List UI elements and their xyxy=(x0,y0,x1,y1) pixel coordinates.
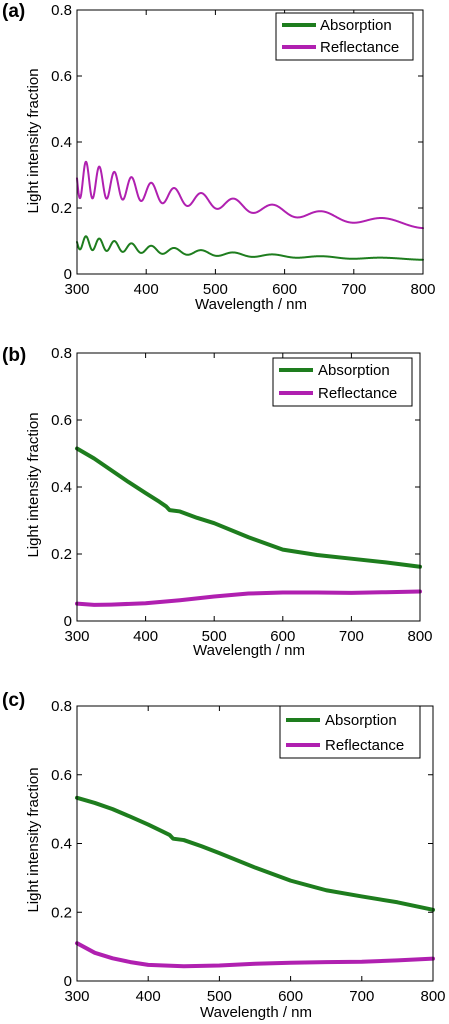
x-tick-label-400-c: 400 xyxy=(136,988,161,1005)
y-tick-label-0.2-a: 0.2 xyxy=(51,200,72,217)
legend-b: Absorption Reflectance xyxy=(272,357,413,407)
legend-a: Absorption Reflectance xyxy=(275,12,414,61)
x-tick-label-300-b: 300 xyxy=(64,628,89,645)
x-tick-label-500-a: 500 xyxy=(203,281,228,298)
x-tick-label-700-c: 700 xyxy=(349,988,374,1005)
y-tick-label-0.4-c: 0.4 xyxy=(51,836,72,853)
y-tick-label-0.8-a: 0.8 xyxy=(51,2,72,19)
x-tick-label-700-b: 700 xyxy=(339,628,364,645)
y-tick-label-0.8-b: 0.8 xyxy=(51,345,72,362)
x-tick-label-300-a: 300 xyxy=(64,281,89,298)
plot-area-c: 300 400 500 600 700 800 0 0.2 0.4 0.6 0.8 xyxy=(51,698,445,1005)
x-tick-label-300-c: 300 xyxy=(64,988,89,1005)
plot-area-a: 300 400 500 600 700 800 0 0.2 0.4 0.6 0.8 xyxy=(51,2,435,298)
x-tick-label-400-a: 400 xyxy=(134,281,159,298)
panel-b: (b) Light intensity fraction Wavelength … xyxy=(2,345,433,659)
y-axis-label-c: Light intensity fraction xyxy=(25,767,42,912)
y-tick-label-0.6-c: 0.6 xyxy=(51,767,72,784)
y-axis-label-a: Light intensity fraction xyxy=(25,68,42,213)
x-axis-label-a: Wavelength / nm xyxy=(195,296,307,313)
y-tick-label-0.2-b: 0.2 xyxy=(51,546,72,563)
legend-label-reflectance-c: Reflectance xyxy=(325,737,404,754)
series-line-reflectance-a xyxy=(76,160,424,230)
panel-label-c: (c) xyxy=(2,690,25,711)
x-tick-label-600-c: 600 xyxy=(278,988,303,1005)
x-tick-label-400-b: 400 xyxy=(133,628,158,645)
y-tick-label-0.4-b: 0.4 xyxy=(51,479,72,496)
x-tick-label-600-b: 600 xyxy=(270,628,295,645)
series-line-reflectance-b xyxy=(75,589,422,607)
series-line-absorption-b xyxy=(75,446,422,569)
series-line-reflectance-c xyxy=(75,941,435,969)
panel-label-b: (b) xyxy=(2,345,26,366)
x-tick-label-500-b: 500 xyxy=(202,628,227,645)
x-tick-label-800-b: 800 xyxy=(407,628,432,645)
y-tick-label-0.2-c: 0.2 xyxy=(51,904,72,921)
panel-c: (c) Light intensity fraction Wavelength … xyxy=(2,690,446,1021)
y-tick-label-0-b: 0 xyxy=(64,613,72,630)
x-axis-label-b: Wavelength / nm xyxy=(193,642,305,659)
legend-box-a xyxy=(275,12,414,61)
x-tick-label-500-c: 500 xyxy=(207,988,232,1005)
legend-label-reflectance-a: Reflectance xyxy=(320,39,399,56)
y-tick-label-0.6-b: 0.6 xyxy=(51,412,72,429)
legend-c: Absorption Reflectance xyxy=(279,705,421,759)
x-tick-label-800-a: 800 xyxy=(410,281,435,298)
plot-area-b: 300 400 500 600 700 800 0 0.2 0.4 0.6 0.8 xyxy=(51,345,432,645)
legend-label-reflectance-b: Reflectance xyxy=(318,385,397,402)
y-tick-label-0.6-a: 0.6 xyxy=(51,68,72,85)
y-axis-label-b: Light intensity fraction xyxy=(25,412,42,557)
y-tick-label-0.8-c: 0.8 xyxy=(51,698,72,715)
x-axis-label-c: Wavelength / nm xyxy=(200,1004,312,1021)
legend-label-absorption-a: Absorption xyxy=(320,17,392,34)
x-tick-label-600-a: 600 xyxy=(272,281,297,298)
x-tick-label-800-c: 800 xyxy=(420,988,445,1005)
legend-label-absorption-b: Absorption xyxy=(318,362,390,379)
series-line-absorption-a xyxy=(76,235,424,261)
panel-label-a: (a) xyxy=(2,1,25,22)
series-line-absorption-c xyxy=(75,795,435,912)
x-tick-label-700-a: 700 xyxy=(341,281,366,298)
panel-a: (a) Light intensity fraction Wavelength … xyxy=(2,1,436,313)
legend-box-b xyxy=(272,357,413,407)
y-tick-label-0-c: 0 xyxy=(64,973,72,990)
legend-label-absorption-c: Absorption xyxy=(325,712,397,729)
y-tick-label-0-a: 0 xyxy=(64,266,72,283)
y-tick-label-0.4-a: 0.4 xyxy=(51,134,72,151)
legend-box-c xyxy=(279,705,421,759)
